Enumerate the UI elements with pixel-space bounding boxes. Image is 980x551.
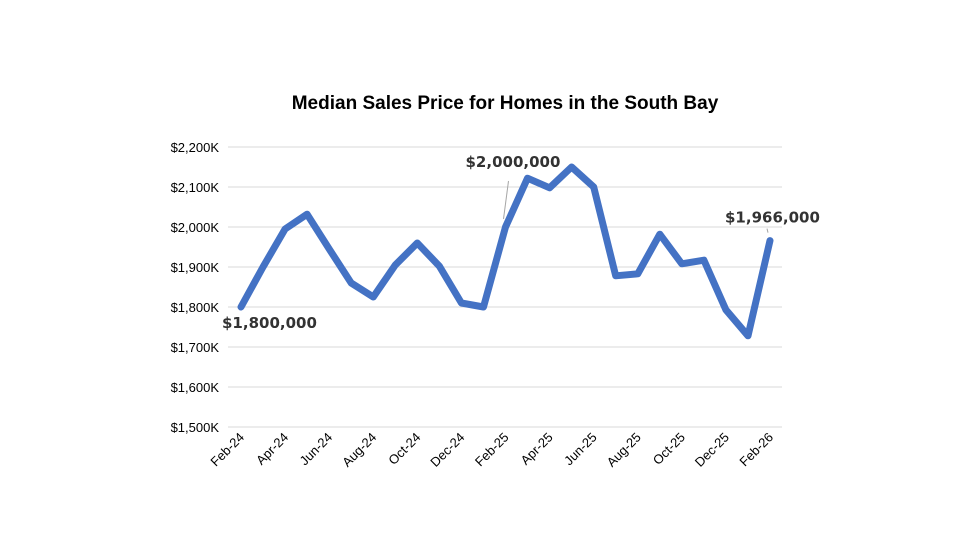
x-axis: Feb-24 Apr-24 Jun-24 Aug-24 Oct-24 Dec-24 Feb-… — [207, 430, 776, 470]
x-tick-label: Jun-25 — [561, 430, 600, 469]
data-label: $2,000,000 — [466, 153, 561, 171]
x-tick-label: Apr-25 — [517, 430, 555, 468]
y-tick-label: $1,700K — [171, 340, 220, 355]
x-tick-label: Oct-25 — [650, 430, 688, 468]
y-tick-label: $1,900K — [171, 260, 220, 275]
x-tick-label: Oct-24 — [385, 430, 423, 468]
y-tick-label: $2,200K — [171, 140, 220, 155]
y-tick-label: $1,800K — [171, 300, 220, 315]
y-tick-label: $2,000K — [171, 220, 220, 235]
x-tick-label: Feb-24 — [207, 430, 247, 470]
x-tick-label: Feb-25 — [472, 430, 512, 470]
chart-title: Median Sales Price for Homes in the Sout… — [292, 93, 719, 114]
series — [237, 163, 774, 340]
x-tick-label: Dec-25 — [692, 430, 732, 470]
gridlines — [228, 146, 782, 428]
x-tick-label: Jun-24 — [297, 430, 336, 469]
leader-line — [766, 228, 769, 233]
y-axis: $1,500K $1,600K $1,700K $1,800K $1,900K $2,00… — [171, 140, 220, 435]
data-label: $1,800,000 — [222, 314, 317, 332]
x-tick-label: Feb-26 — [736, 430, 776, 470]
y-tick-label: $1,500K — [171, 420, 220, 435]
leader-line — [503, 180, 509, 220]
y-tick-label: $1,600K — [171, 380, 220, 395]
series-line — [237, 163, 774, 340]
y-tick-label: $2,100K — [171, 180, 220, 195]
x-tick-label: Aug-25 — [604, 430, 644, 470]
x-tick-label: Aug-24 — [339, 430, 379, 470]
data-labels: $1,800,000 $2,000,000 $1,966,000 — [222, 153, 820, 332]
x-tick-label: Dec-24 — [427, 430, 467, 470]
x-tick-label: Apr-24 — [253, 430, 291, 468]
data-label: $1,966,000 — [725, 209, 820, 227]
